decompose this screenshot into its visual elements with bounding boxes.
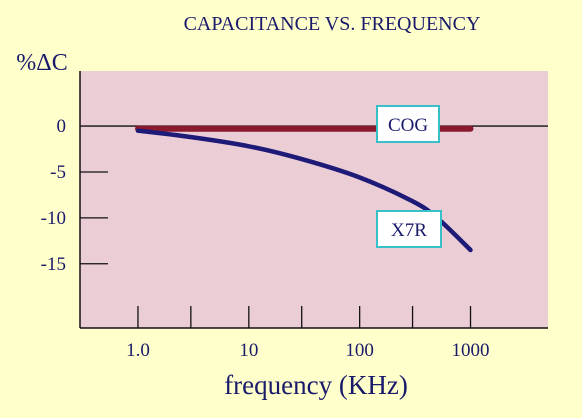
series-label-box-cog bbox=[376, 105, 440, 143]
x-axis-label: frequency (KHz) bbox=[224, 370, 408, 400]
series-label-box-x7r bbox=[376, 210, 442, 248]
x-tick-label: 1.0 bbox=[126, 340, 150, 361]
y-tick-label: -15 bbox=[41, 254, 66, 275]
x-tick-label: 10 bbox=[239, 340, 258, 361]
chart-title: CAPACITANCE VS. FREQUENCY bbox=[184, 13, 481, 35]
plot-area bbox=[80, 71, 548, 328]
y-tick-label: 0 bbox=[57, 116, 67, 137]
series-label-x7r: X7R bbox=[391, 220, 427, 241]
x-tick-label: 100 bbox=[345, 340, 374, 361]
series-label-cog: COG bbox=[388, 115, 428, 136]
series-label-layer: COG X7R bbox=[376, 105, 442, 248]
y-tick-label: -5 bbox=[50, 162, 66, 183]
y-axis-label: %ΔC bbox=[16, 50, 67, 76]
x-tick-label: 1000 bbox=[452, 340, 490, 361]
y-tick-label: -10 bbox=[41, 208, 66, 229]
